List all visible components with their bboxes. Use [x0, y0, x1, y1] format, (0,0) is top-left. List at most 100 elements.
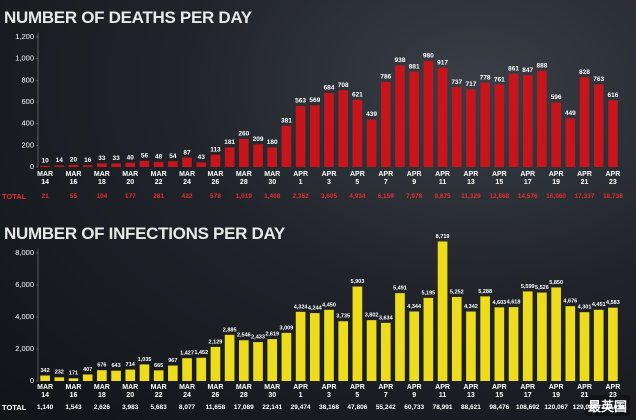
bar [295, 311, 306, 381]
value-label: 113 [210, 146, 221, 153]
total-label: 8,077 [178, 404, 196, 411]
bar [281, 125, 292, 167]
total-label: 4,934 [349, 193, 366, 200]
bar [196, 357, 207, 381]
value-label: 2,619 [265, 332, 279, 338]
bar [182, 157, 192, 167]
value-label: 14 [56, 157, 64, 164]
bar [267, 147, 278, 167]
value-label: 171 [69, 371, 78, 377]
bar [551, 102, 561, 167]
x-tick-label: APR 19 [548, 171, 564, 186]
x-tick-label: MAR 18 [93, 171, 110, 186]
x-tick-label: APR 17 [520, 384, 536, 399]
x-tick-label: APR 21 [577, 171, 592, 186]
bar [40, 375, 50, 381]
total-label: 3,983 [122, 404, 139, 411]
value-label: 342 [41, 368, 50, 374]
chart-title: NUMBER OF INFECTIONS PER DAY [4, 224, 285, 243]
x-tick-label: MAR 20 [122, 384, 139, 399]
bar [380, 81, 391, 167]
bar [338, 321, 349, 381]
value-label: 881 [409, 63, 420, 70]
value-label: 828 [579, 69, 590, 76]
x-tick-label: APR 19 [548, 384, 564, 399]
x-tick-label: APR 13 [463, 384, 479, 399]
total-label: 5,683 [150, 404, 167, 411]
bar [522, 291, 533, 381]
bar [338, 90, 349, 167]
value-label: 5,526 [535, 285, 549, 291]
bar [97, 370, 107, 381]
bar [111, 370, 121, 381]
y-tick-label: 0 [30, 162, 34, 171]
y-tick-label: 6,000 [15, 280, 34, 289]
bar [537, 70, 547, 167]
total-label: 108,692 [515, 404, 540, 411]
value-label: 596 [551, 94, 562, 101]
value-label: 4,451 [592, 302, 606, 308]
value-label: 260 [238, 131, 249, 138]
value-label: 4,301 [578, 305, 592, 311]
value-label: 967 [168, 358, 177, 364]
bar [366, 119, 377, 167]
bar [608, 307, 618, 381]
value-label: 4,618 [507, 300, 521, 306]
value-label: 181 [224, 139, 235, 146]
total-label: 281 [153, 193, 165, 200]
x-tick-label: APR 23 [605, 171, 621, 186]
bar [466, 89, 476, 167]
bar [380, 322, 391, 381]
x-tick-label: APR 7 [378, 171, 394, 186]
bar [451, 296, 462, 381]
value-label: 616 [607, 92, 618, 99]
bar [281, 332, 292, 381]
bar [253, 144, 263, 167]
x-tick-label: APR 3 [321, 384, 337, 399]
x-tick-label: MAR 14 [37, 384, 54, 399]
bar [324, 92, 334, 167]
value-label: 33 [112, 155, 120, 162]
value-label: 621 [352, 91, 363, 98]
value-label: 43 [198, 154, 206, 161]
total-label: 1,140 [36, 404, 54, 411]
bar [309, 105, 320, 167]
bar [466, 311, 476, 381]
value-label: 4,244 [308, 306, 323, 312]
value-label: 449 [565, 110, 576, 117]
bar [196, 162, 207, 167]
value-label: 209 [253, 136, 264, 143]
value-label: 16 [84, 157, 92, 164]
bar [153, 161, 164, 167]
value-label: 232 [55, 370, 64, 376]
x-tick-label: MAR 14 [37, 171, 54, 186]
bar [593, 84, 604, 167]
value-label: 847 [522, 67, 533, 74]
bar [579, 312, 590, 381]
total-label: 6,159 [377, 193, 394, 200]
total-label: 1,019 [235, 193, 252, 200]
x-tick-label: APR 13 [463, 171, 479, 186]
value-label: 48 [155, 154, 163, 161]
x-tick-label: APR 5 [349, 384, 365, 399]
value-label: 4,342 [464, 304, 478, 310]
bar [508, 73, 519, 167]
y-tick-label: 1,000 [15, 54, 34, 63]
total-label: 11,329 [461, 193, 481, 200]
bar [508, 307, 519, 381]
y-tick-label: 800 [21, 75, 34, 84]
bar [125, 369, 136, 381]
total-label: 60,733 [404, 404, 425, 411]
bar [551, 287, 561, 381]
x-tick-label: APR 3 [321, 171, 337, 186]
value-label: 676 [97, 363, 106, 369]
value-label: 778 [480, 74, 491, 81]
bar [139, 364, 150, 381]
x-tick-label: APR 1 [293, 384, 308, 399]
value-label: 4,344 [407, 304, 422, 310]
x-tick-label: MAR 16 [65, 384, 82, 399]
value-label: 10 [41, 158, 49, 165]
value-label: 3,802 [365, 313, 379, 319]
total-label: 1,543 [65, 404, 82, 411]
